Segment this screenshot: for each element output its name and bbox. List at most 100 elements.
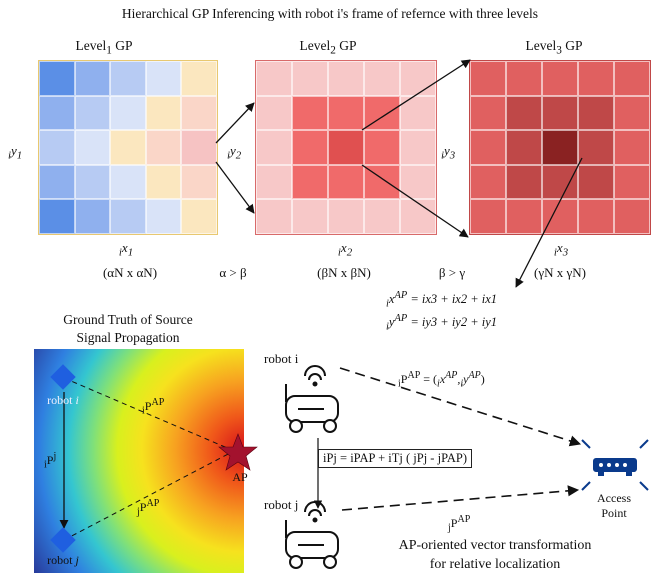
j-pap-label: jPAP (137, 498, 160, 518)
robot-i-icon (285, 365, 339, 433)
grid-cell (614, 61, 650, 96)
grid-cell (39, 130, 75, 165)
grid-cell (256, 199, 292, 234)
l2x-pre: i (337, 246, 341, 259)
grid-cell (181, 61, 217, 96)
x-ap-equation: ixAP = ix3 + ix2 + ix1 (386, 290, 498, 310)
grid-cell (181, 199, 217, 234)
grid-cell (328, 95, 364, 131)
robot-i-marker (50, 364, 76, 390)
y-ap-lhs: y (388, 315, 395, 330)
grid-cell (578, 164, 614, 200)
l3x-pre: i (553, 246, 557, 259)
j-pap-arrow-label: jPAP (448, 514, 471, 534)
robot-j-marker-label: robot j (47, 553, 79, 567)
grid-cell (39, 199, 75, 234)
l1x-var: x (121, 240, 128, 255)
x-ap-lhs: x (388, 292, 395, 307)
ground-truth-title-2: Signal Propagation (76, 330, 180, 345)
l3x-var: x (556, 240, 563, 255)
grid-cell (292, 199, 328, 234)
grid-cell (578, 95, 614, 131)
access-point-icon (581, 439, 649, 491)
grid-cell (470, 61, 506, 96)
grid-cell (578, 130, 614, 165)
grid-cell (506, 164, 542, 200)
level1-dims: (αN x αN) (102, 265, 158, 280)
arrow-l3-equation (515, 157, 583, 288)
level3-name: Level (525, 38, 557, 53)
grid-cell (470, 199, 506, 234)
level2-name: Level (299, 38, 331, 53)
grid-cell (542, 95, 578, 131)
l2x-sub: 2 (346, 246, 353, 259)
y-ap-equation: iyAP = iy3 + iy2 + iy1 (386, 313, 498, 333)
transform-equation: iPj = iPAP + iTj ( jPj - jPAP) (318, 449, 473, 468)
y-ap-sup: AP (394, 313, 408, 324)
dashed-robot-i-to-access-point (339, 367, 582, 447)
l3x-sub: 3 (562, 246, 569, 259)
grid-cell (506, 130, 542, 165)
l2x-var: x (340, 240, 347, 255)
ap-label: AP (232, 470, 248, 484)
access-point-label-2: Point (601, 506, 627, 520)
grid-cell (400, 130, 436, 165)
grid-cell (614, 95, 650, 131)
arrow-l2-l3-bottom (361, 164, 469, 238)
robot-j-marker (50, 527, 76, 553)
i-pj-sup: j (53, 451, 57, 462)
relation-alpha-beta: α > β (219, 265, 247, 280)
diagram-title: Hierarchical GP Inferencing with robot i… (121, 6, 539, 21)
grid-cell (400, 61, 436, 96)
l1y-var: y (11, 143, 17, 158)
grid-cell (256, 61, 292, 96)
l3y-sub: 3 (449, 149, 456, 162)
level2-suffix: GP (335, 38, 357, 53)
grid-cell (470, 164, 506, 200)
robot-i-marker-label: robot i (47, 393, 79, 407)
grid-cell (470, 95, 506, 131)
robot-j-label: robot j (264, 497, 299, 512)
grid-cell (292, 164, 328, 200)
dashed-robot-j-to-access-point (341, 485, 580, 511)
l1y-pre: i (8, 149, 12, 162)
level1-suffix: GP (111, 38, 133, 53)
level3-grid (469, 60, 651, 235)
level1-sub: 1 (106, 44, 112, 57)
jpap-arrow-sup: AP (457, 514, 471, 525)
j-pap-sup: AP (146, 498, 160, 509)
relation-beta-gamma: β > γ (438, 265, 466, 280)
grid-cell (614, 199, 650, 234)
level3-x-label: ix3 (554, 240, 568, 259)
l1y-sub: 1 (16, 149, 23, 162)
grid-cell (614, 130, 650, 165)
l1x-sub: 1 (127, 246, 134, 259)
arrow-l1-l2-bottom (215, 161, 255, 214)
grid-cell (181, 95, 217, 131)
grid-cell (256, 130, 292, 165)
jpap-arrow-var: P (450, 516, 458, 530)
access-point-label-1: Access (597, 491, 631, 505)
grid-cell (145, 95, 182, 131)
grid-cell (400, 199, 436, 234)
grid-cell (181, 164, 217, 200)
level3-dims: (γN x γN) (534, 265, 586, 280)
l2y-pre: i (227, 149, 231, 162)
level3-header: Level3 GP (526, 38, 583, 57)
ground-truth-title-1: Ground Truth of Source (63, 312, 193, 327)
grid-cell (256, 95, 292, 131)
grid-cell (74, 199, 111, 234)
robot-i-label: robot i (264, 351, 299, 366)
grid-cell (74, 164, 111, 200)
x-ap-sup: AP (394, 290, 408, 301)
grid-cell (39, 164, 75, 200)
l2y-var: y (230, 143, 236, 158)
level1-grid (38, 60, 218, 235)
grid-cell (506, 95, 542, 131)
l1x-pre: i (118, 246, 122, 259)
grid-cell (364, 130, 400, 165)
grid-cell (292, 95, 328, 131)
grid-cell (39, 95, 75, 131)
j-pap-var: P (139, 500, 147, 514)
